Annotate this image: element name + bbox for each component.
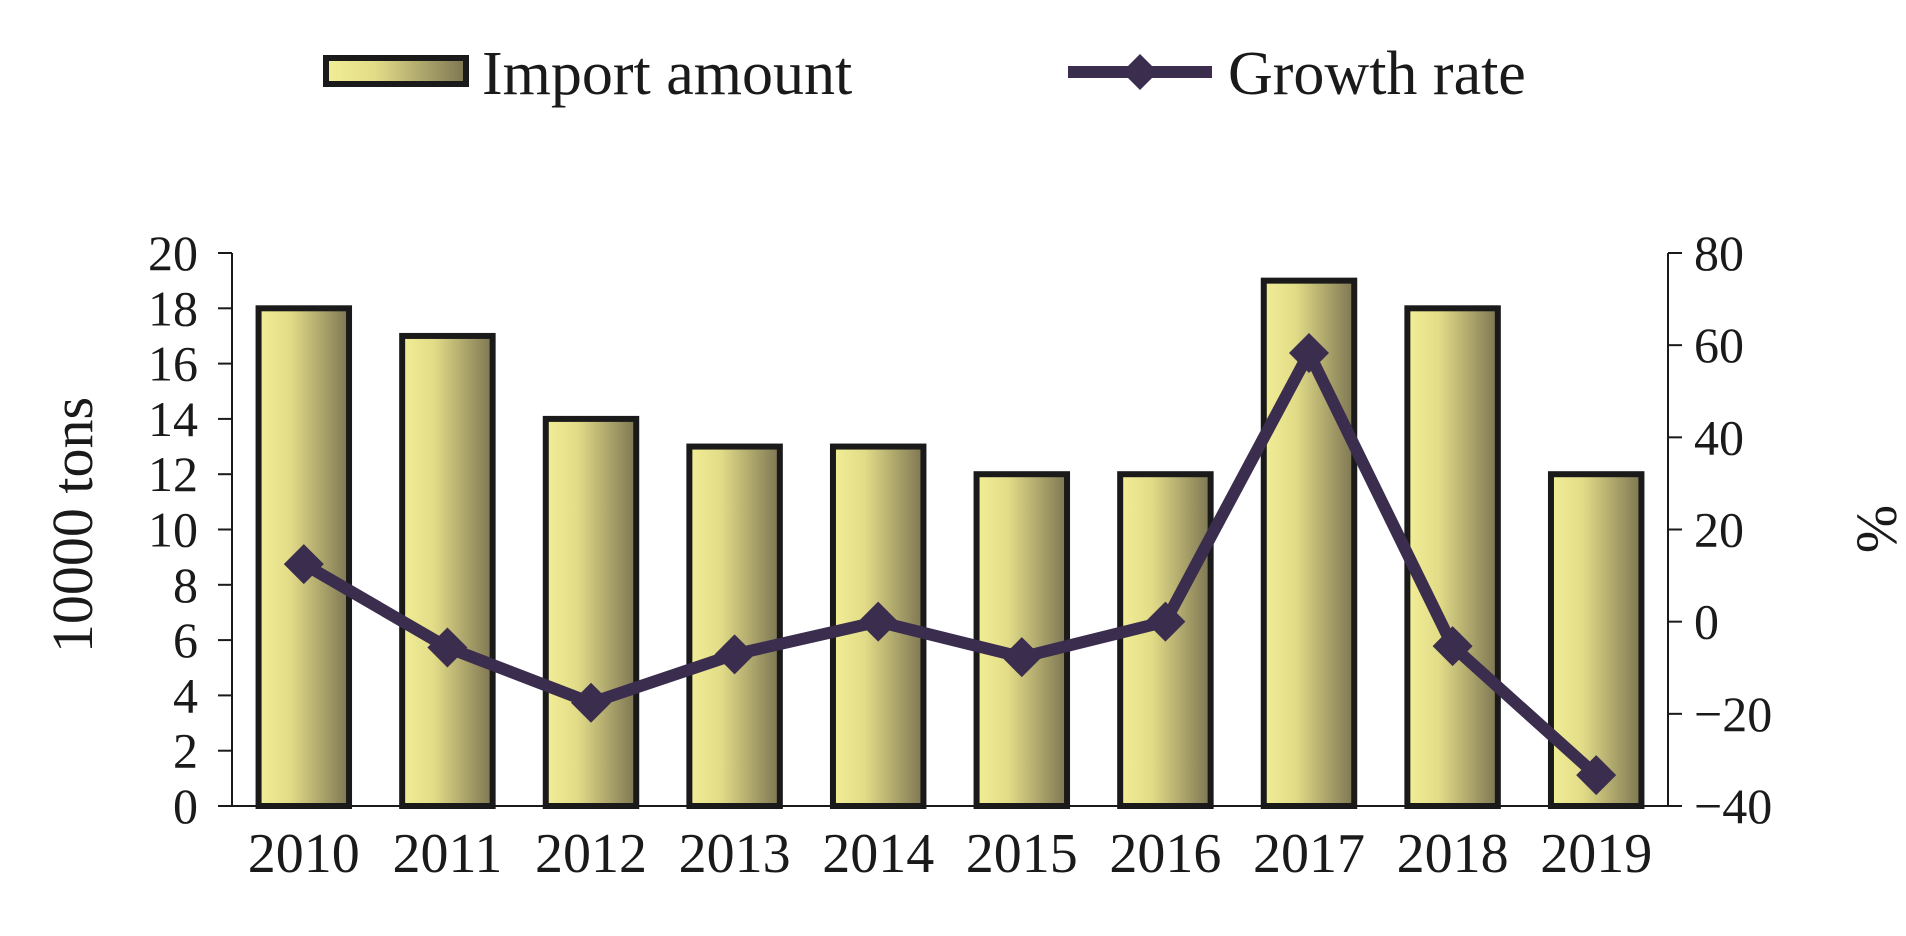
y2-tick-label: 20: [1694, 502, 1744, 558]
legend-label-growth-rate: Growth rate: [1228, 40, 1526, 108]
y2-axis-title: %: [1845, 505, 1906, 553]
y-tick-label: 12: [148, 446, 198, 502]
growth-rate-point-2018: [1432, 626, 1473, 667]
growth-rate-line: [300, 347, 1601, 780]
y-tick-label: 4: [173, 667, 198, 723]
y2-tick-label: 60: [1694, 317, 1744, 373]
y-tick-label: 16: [148, 336, 198, 392]
x-tick-label-2016: 2016: [1109, 823, 1221, 885]
y-tick-label: 0: [173, 778, 198, 834]
y-tick-label: 8: [173, 557, 198, 613]
x-tick-label-2012: 2012: [535, 823, 647, 885]
growth-rate-point-2014: [858, 601, 899, 642]
growth-rate-point-2011: [427, 627, 468, 668]
x-tick-label-2019: 2019: [1540, 823, 1652, 885]
legend-swatch-import-amount: [323, 55, 469, 87]
y-tick-label: 10: [148, 502, 198, 558]
y-tick-label: 2: [173, 723, 198, 779]
growth-rate-series: [283, 333, 1617, 796]
y2-tick-label: 40: [1694, 409, 1744, 465]
growth-rate-point-2010: [283, 544, 324, 585]
growth-rate-point-2019: [1576, 755, 1617, 796]
x-tick-label-2017: 2017: [1253, 823, 1365, 885]
y2-tick-label: 0: [1694, 594, 1719, 650]
y-tick-label: 20: [148, 225, 198, 281]
y2-tick-label: 80: [1694, 225, 1744, 281]
y-axis-title: 10000 tons: [40, 397, 105, 653]
x-tick-label-2018: 2018: [1397, 823, 1509, 885]
growth-rate-point-2017: [1289, 333, 1329, 374]
y-tick-label: 18: [148, 280, 198, 336]
x-tick-label-2010: 2010: [248, 823, 360, 885]
legend-label-import-amount: Import amount: [482, 40, 852, 108]
legend-item-import-amount: Import amount: [323, 40, 852, 108]
y2-tick-label: −20: [1694, 686, 1772, 742]
x-tick-label-2014: 2014: [822, 823, 934, 885]
bar-import-amount-2012: [542, 415, 640, 809]
y2-tick-label: −40: [1694, 778, 1772, 834]
legend: Import amount Growth rate: [323, 40, 1526, 108]
x-tick-label-2011: 2011: [392, 823, 502, 885]
legend-item-growth-rate: Growth rate: [1068, 40, 1526, 108]
y2-ticks: −40 −20 0 20 40 60 80: [1668, 225, 1772, 834]
bars: [255, 277, 1645, 809]
x-tick-labels: 2010 2011 2012 2013 2014 2015 2016 2017 2018 2019: [248, 823, 1652, 885]
x-tick-label-2015: 2015: [966, 823, 1078, 885]
growth-rate-point-2013: [714, 634, 755, 675]
legend-marker-growth-rate: [1122, 54, 1158, 90]
y-tick-label: 6: [173, 612, 198, 668]
bar-import-amount-2018: [1404, 305, 1501, 809]
bar-import-amount-2011: [399, 332, 496, 809]
bar-import-amount-2013: [686, 443, 783, 809]
growth-rate-point-2015: [1001, 637, 1042, 678]
growth-rate-point-2016: [1145, 601, 1186, 642]
y-tick-label: 14: [148, 391, 198, 447]
x-tick-label-2013: 2013: [679, 823, 791, 885]
growth-rate-point-2012: [571, 682, 611, 723]
